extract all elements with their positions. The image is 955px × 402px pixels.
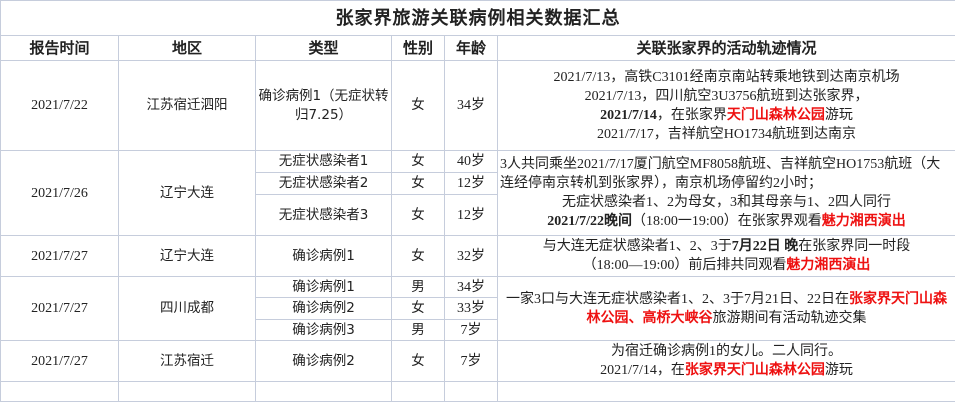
table-row: 2021/7/22 江苏宿迁泗阳 确诊病例1（无症状转归7.25） 女 34岁 … — [0, 60, 955, 151]
type-cell: 确诊病例1 — [255, 276, 392, 298]
header-age: 年龄 — [444, 35, 498, 61]
age-cell: 7岁 — [444, 319, 498, 341]
type-cell: 确诊病例1（无症状转归7.25） — [255, 60, 392, 151]
age-cell: 34岁 — [444, 276, 498, 298]
header-track: 关联张家界的活动轨迹情况 — [496, 35, 955, 61]
track-line: 为宿迁确诊病例1的女儿。二人同行。 — [611, 344, 843, 359]
region-cell: 辽宁大连 — [118, 235, 256, 277]
table-title: 张家界旅游关联病例相关数据汇总 — [0, 0, 955, 36]
track-line: 2021/7/13，高铁C3101经南京南站转乘地铁到达南京机场 — [553, 69, 900, 85]
region-cell: 辽宁大连 — [118, 150, 256, 236]
sex-cell: 女 — [391, 150, 445, 173]
track-cell: 2021/7/13，高铁C3101经南京南站转乘地铁到达南京机场 2021/7/… — [496, 60, 955, 151]
region-cell: 四川成都 — [118, 276, 256, 341]
track-line: 2021/7/14，在张家界天门山森林公园游玩 — [600, 107, 853, 123]
table-row: 2021/7/26 辽宁大连 无症状感染者1 女 40岁 3人共同乘坐2021/… — [0, 150, 955, 236]
track-line: 2021/7/14，在张家界天门山森林公园游玩 — [600, 363, 853, 378]
type-cell: 无症状感染者3 — [255, 194, 392, 236]
track-line: 2021/7/13，四川航空3U3756航班到达张家界， — [584, 88, 869, 104]
track-line: 无症状感染者1、2为母女，3和其母亲与1、2四人同行 — [562, 195, 892, 210]
age-cell: 40岁 — [444, 150, 498, 173]
type-cell: 确诊病例2 — [255, 297, 392, 320]
track-line: 3人共同乘坐2021/7/17厦门航空MF8058航班、吉祥航空HO1753航班… — [500, 157, 941, 191]
table-row: 无症状感染者3 女 12岁 — [1, 194, 955, 236]
type-cell: 无症状感染者1 — [255, 150, 392, 173]
age-cell: 32岁 — [444, 235, 498, 277]
type-cell: 无症状感染者2 — [255, 172, 392, 195]
sex-cell: 女 — [391, 340, 445, 382]
sex-cell: 男 — [391, 319, 445, 341]
table-row: 2021/7/27 四川成都 确诊病例1 男 34岁 一家3口与大连无症状感染者… — [0, 276, 955, 341]
date-cell: 2021/7/27 — [0, 340, 119, 382]
date-cell: 2021/7/27 — [0, 276, 119, 341]
track-cell: 与大连无症状感染者1、2、3于7月22日 晚在张家界同一时段 （18:00—19… — [496, 235, 955, 277]
type-cell: 确诊病例3 — [255, 319, 392, 341]
track-cell: 为宿迁确诊病例1的女儿。二人同行。 2021/7/14，在张家界天门山森林公园游… — [496, 340, 955, 382]
header-sex: 性别 — [391, 35, 445, 61]
age-cell: 34岁 — [444, 60, 498, 151]
empty-row — [0, 381, 955, 402]
track-cell: 3人共同乘坐2021/7/17厦门航空MF8058航班、吉祥航空HO1753航班… — [496, 150, 955, 236]
age-cell: 7岁 — [444, 340, 498, 382]
date-cell: 2021/7/27 — [0, 235, 119, 277]
type-cell: 确诊病例2 — [255, 340, 392, 382]
table-row: 2021/7/27 辽宁大连 确诊病例1 女 32岁 与大连无症状感染者1、2、… — [0, 235, 955, 277]
table-row: 确诊病例2 女 33岁 — [1, 297, 955, 320]
track-line: 2021/7/22晚间（18:00一19:00）在张家界观看魅力湘西演出 — [547, 214, 906, 229]
track-line: 一家3口与大连无症状感染者1、2、3于7月21日、22日在张家界天门山森林公园、… — [506, 291, 948, 326]
sex-cell: 女 — [391, 235, 445, 277]
date-cell: 2021/7/22 — [0, 60, 119, 151]
sex-cell: 女 — [391, 172, 445, 195]
track-line: 2021/7/17，吉祥航空HO1734航班到达南京 — [597, 126, 857, 142]
region-cell: 江苏宿迁 — [118, 340, 256, 382]
sex-cell: 女 — [391, 194, 445, 236]
track-line: 与大连无症状感染者1、2、3于7月22日 晚在张家界同一时段 — [542, 239, 911, 254]
track-line: （18:00—19:00）前后排共同观看魅力湘西演出 — [582, 258, 871, 273]
header-type: 类型 — [255, 35, 392, 61]
region-cell: 江苏宿迁泗阳 — [118, 60, 256, 151]
sex-cell: 女 — [391, 60, 445, 151]
header-date: 报告时间 — [0, 35, 119, 61]
sex-cell: 女 — [391, 297, 445, 320]
age-cell: 12岁 — [444, 172, 498, 195]
type-cell: 确诊病例1 — [255, 235, 392, 277]
age-cell: 33岁 — [444, 297, 498, 320]
table-row: 2021/7/27 江苏宿迁 确诊病例2 女 7岁 为宿迁确诊病例1的女儿。二人… — [0, 340, 955, 382]
age-cell: 12岁 — [444, 194, 498, 236]
sex-cell: 男 — [391, 276, 445, 298]
date-cell: 2021/7/26 — [0, 150, 119, 236]
track-cell: 一家3口与大连无症状感染者1、2、3于7月21日、22日在张家界天门山森林公园、… — [496, 276, 955, 341]
header-region: 地区 — [118, 35, 256, 61]
